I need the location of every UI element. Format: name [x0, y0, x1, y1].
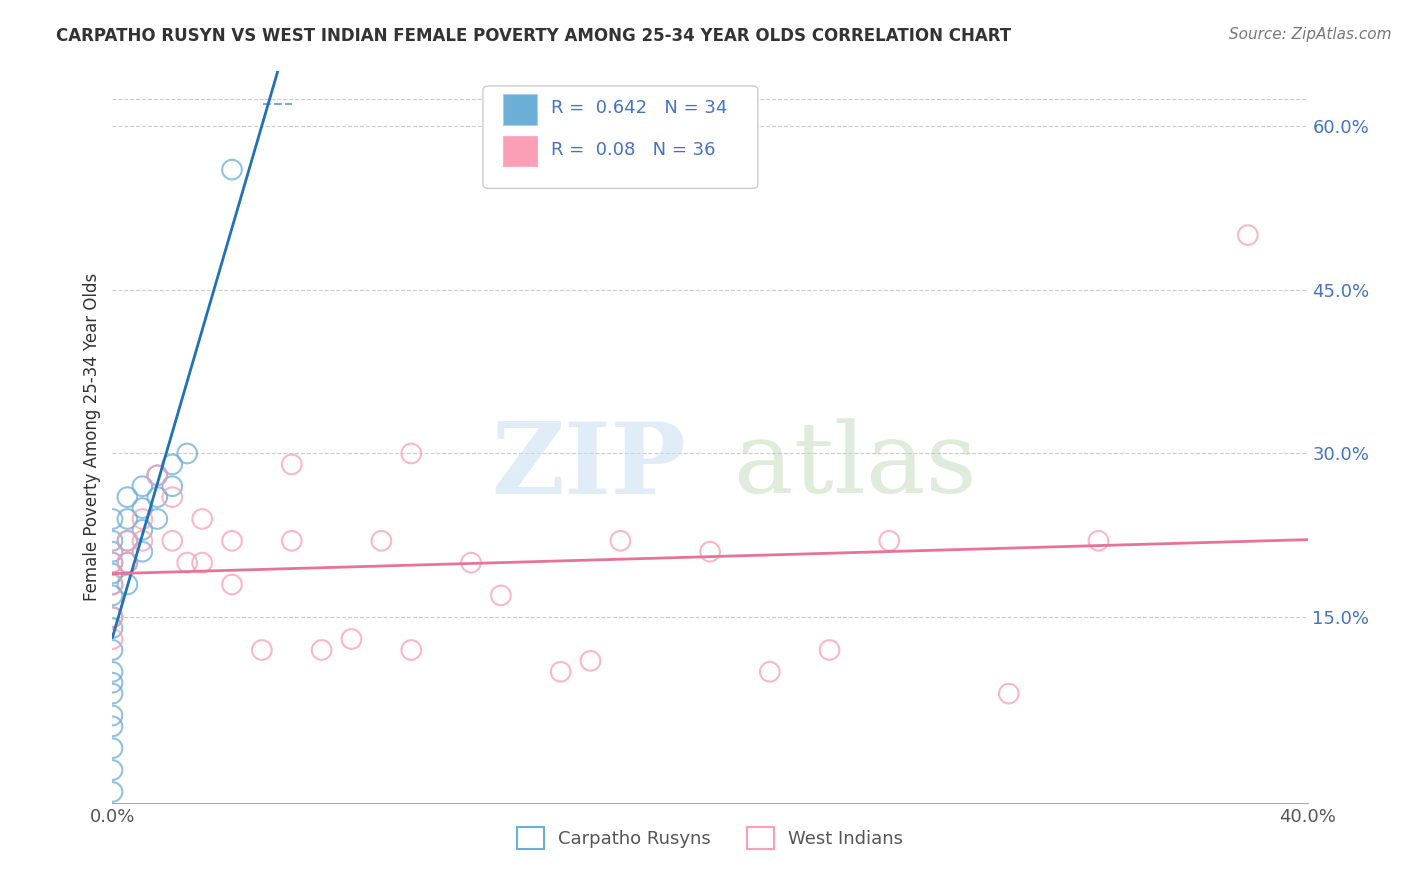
- Point: [101, 610, 124, 624]
- Point: [818, 643, 841, 657]
- Point: [131, 523, 153, 537]
- Point: [579, 654, 602, 668]
- Point: [250, 643, 273, 657]
- Point: [879, 533, 901, 548]
- Point: [131, 533, 153, 548]
- Point: [998, 687, 1021, 701]
- Text: R =  0.08   N = 36: R = 0.08 N = 36: [551, 141, 716, 159]
- Point: [401, 643, 423, 657]
- Point: [281, 533, 304, 548]
- Point: [609, 533, 631, 548]
- Point: [401, 446, 423, 460]
- Point: [340, 632, 363, 646]
- Point: [117, 533, 139, 548]
- Point: [221, 162, 243, 177]
- Point: [281, 458, 304, 472]
- Point: [221, 577, 243, 591]
- Text: R =  0.642   N = 34: R = 0.642 N = 34: [551, 99, 727, 117]
- Point: [146, 468, 169, 483]
- Legend: Carpatho Rusyns, West Indians: Carpatho Rusyns, West Indians: [509, 820, 911, 856]
- Point: [1087, 533, 1109, 548]
- Point: [101, 556, 124, 570]
- Point: [101, 675, 124, 690]
- Point: [162, 479, 183, 493]
- Point: [489, 588, 512, 602]
- Point: [131, 501, 153, 516]
- Point: [699, 545, 721, 559]
- Point: [117, 556, 139, 570]
- Y-axis label: Female Poverty Among 25-34 Year Olds: Female Poverty Among 25-34 Year Olds: [83, 273, 101, 601]
- Point: [162, 533, 183, 548]
- Point: [101, 577, 124, 591]
- Point: [101, 621, 124, 635]
- Point: [117, 533, 139, 548]
- Point: [117, 556, 139, 570]
- Point: [101, 687, 124, 701]
- Point: [176, 446, 198, 460]
- Point: [176, 556, 198, 570]
- Point: [162, 490, 183, 504]
- Point: [101, 708, 124, 723]
- Text: CARPATHO RUSYN VS WEST INDIAN FEMALE POVERTY AMONG 25-34 YEAR OLDS CORRELATION C: CARPATHO RUSYN VS WEST INDIAN FEMALE POV…: [56, 27, 1011, 45]
- Point: [101, 566, 124, 581]
- Point: [550, 665, 572, 679]
- Point: [221, 533, 243, 548]
- Point: [146, 512, 169, 526]
- Point: [146, 468, 169, 483]
- Point: [117, 577, 139, 591]
- Text: ZIP: ZIP: [491, 417, 686, 515]
- Point: [101, 741, 124, 756]
- FancyBboxPatch shape: [503, 136, 537, 167]
- Point: [759, 665, 782, 679]
- FancyBboxPatch shape: [484, 86, 758, 188]
- Point: [101, 533, 124, 548]
- Point: [1237, 228, 1260, 243]
- Point: [460, 556, 482, 570]
- Point: [101, 719, 124, 733]
- FancyBboxPatch shape: [503, 94, 537, 125]
- Point: [101, 665, 124, 679]
- Point: [101, 556, 124, 570]
- Point: [101, 632, 124, 646]
- Point: [131, 479, 153, 493]
- Point: [191, 556, 214, 570]
- Point: [101, 643, 124, 657]
- Point: [131, 512, 153, 526]
- Text: Source: ZipAtlas.com: Source: ZipAtlas.com: [1229, 27, 1392, 42]
- Text: atlas: atlas: [734, 418, 977, 514]
- Point: [117, 490, 139, 504]
- Point: [370, 533, 392, 548]
- Point: [101, 545, 124, 559]
- Point: [101, 785, 124, 799]
- Point: [101, 577, 124, 591]
- Point: [101, 588, 124, 602]
- Point: [101, 763, 124, 777]
- Point: [101, 512, 124, 526]
- Point: [146, 490, 169, 504]
- Point: [162, 458, 183, 472]
- Point: [131, 545, 153, 559]
- Point: [191, 512, 214, 526]
- Point: [117, 512, 139, 526]
- Point: [311, 643, 333, 657]
- Point: [101, 610, 124, 624]
